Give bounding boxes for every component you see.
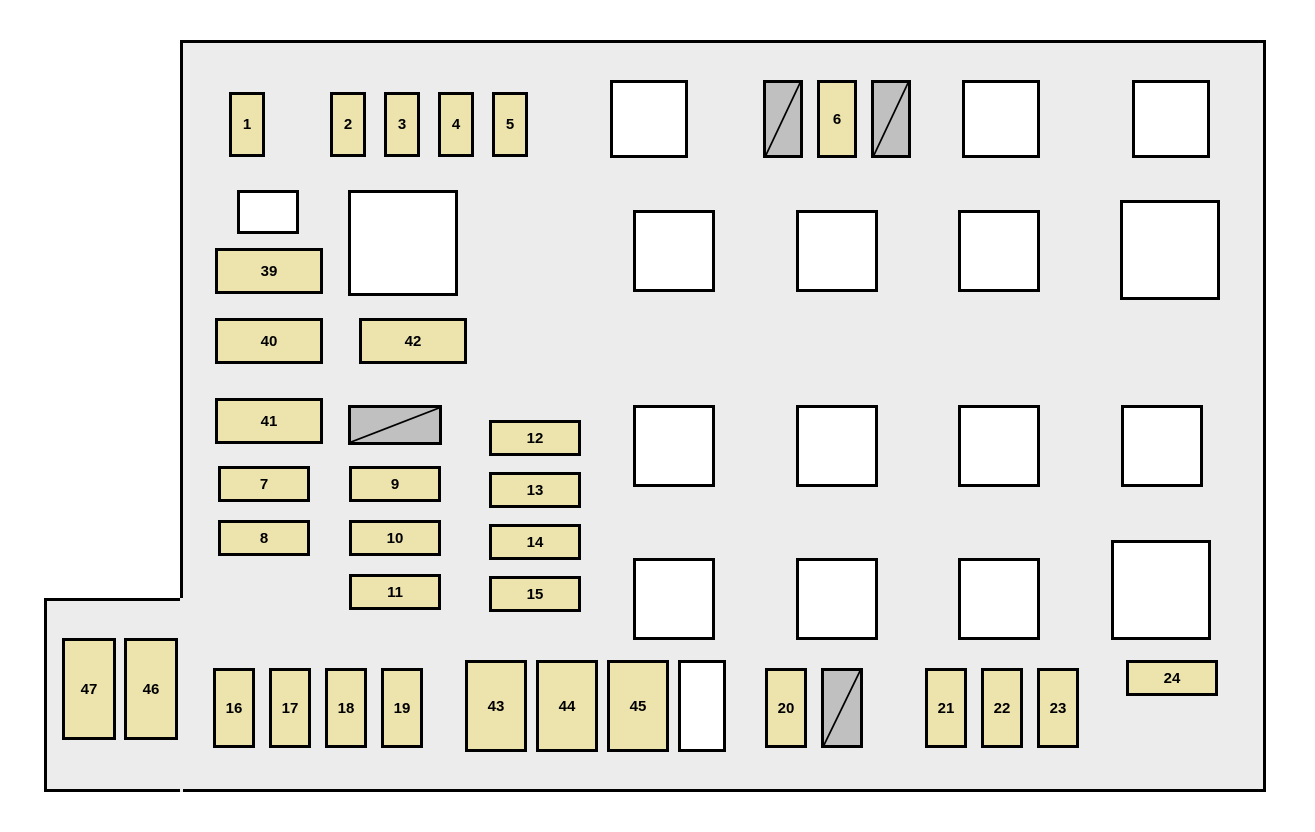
fuse-label: 7	[260, 476, 268, 493]
fuse-label: 14	[527, 534, 544, 551]
fuse-slot-23: 23	[1037, 668, 1079, 748]
relay-slot	[1120, 200, 1220, 300]
fuse-label: 21	[938, 700, 955, 717]
fuse-label: 12	[527, 430, 544, 447]
unused-slot	[821, 668, 863, 748]
relay-slot	[958, 558, 1040, 640]
fuse-label: 22	[994, 700, 1011, 717]
fuse-slot-45: 45	[607, 660, 669, 752]
fuse-slot-6: 6	[817, 80, 857, 158]
fuse-slot-10: 10	[349, 520, 441, 556]
relay-slot	[237, 190, 299, 234]
fuse-slot-7: 7	[218, 466, 310, 502]
fuse-label: 10	[387, 530, 404, 547]
relay-slot	[796, 405, 878, 487]
fuse-slot-1: 1	[229, 92, 265, 157]
relay-slot	[610, 80, 688, 158]
fuse-slot-44: 44	[536, 660, 598, 752]
fuse-label: 19	[394, 700, 411, 717]
fuse-label: 44	[559, 698, 576, 715]
fuse-label: 41	[261, 413, 278, 430]
slash-icon	[766, 83, 800, 155]
unused-slot	[871, 80, 911, 158]
fuse-label: 40	[261, 333, 278, 350]
fuse-slot-19: 19	[381, 668, 423, 748]
fuse-label: 39	[261, 263, 278, 280]
fuse-label: 4	[452, 116, 460, 133]
fuse-label: 1	[243, 116, 251, 133]
fuse-label: 24	[1164, 670, 1181, 687]
fuse-label: 2	[344, 116, 352, 133]
fuse-slot-16: 16	[213, 668, 255, 748]
fuse-slot-15: 15	[489, 576, 581, 612]
slash-icon	[874, 83, 908, 155]
relay-slot	[1132, 80, 1210, 158]
fuse-slot-14: 14	[489, 524, 581, 560]
fuse-slot-39: 39	[215, 248, 323, 294]
fuse-label: 43	[488, 698, 505, 715]
fuse-label: 13	[527, 482, 544, 499]
relay-slot	[1111, 540, 1211, 640]
fuse-slot-3: 3	[384, 92, 420, 157]
fuse-label: 5	[506, 116, 514, 133]
relay-slot	[633, 405, 715, 487]
relay-slot	[962, 80, 1040, 158]
fuse-slot-5: 5	[492, 92, 528, 157]
relay-slot	[796, 558, 878, 640]
fuse-slot-13: 13	[489, 472, 581, 508]
relay-slot	[1121, 405, 1203, 487]
fuse-slot-8: 8	[218, 520, 310, 556]
fuse-slot-46: 46	[124, 638, 178, 740]
fuse-slot-18: 18	[325, 668, 367, 748]
fuse-slot-47: 47	[62, 638, 116, 740]
fuse-label: 9	[391, 476, 399, 493]
fuse-label: 16	[226, 700, 243, 717]
fuse-label: 47	[81, 681, 98, 698]
unused-slot	[763, 80, 803, 158]
fuse-slot-4: 4	[438, 92, 474, 157]
fuse-slot-12: 12	[489, 420, 581, 456]
fuse-slot-22: 22	[981, 668, 1023, 748]
panel-segment	[180, 598, 183, 792]
fuse-label: 18	[338, 700, 355, 717]
fuse-label: 3	[398, 116, 406, 133]
relay-slot	[633, 210, 715, 292]
panel-segment	[180, 40, 183, 600]
fuse-slot-41: 41	[215, 398, 323, 444]
fuse-slot-2: 2	[330, 92, 366, 157]
fuse-slot-40: 40	[215, 318, 323, 364]
fuse-label: 42	[405, 333, 422, 350]
fuse-label: 15	[527, 586, 544, 603]
diagram-stage: 1234563940424178910111213141547461617181…	[0, 0, 1315, 832]
fuse-slot-17: 17	[269, 668, 311, 748]
fuse-label: 8	[260, 530, 268, 547]
relay-slot	[958, 210, 1040, 292]
slash-icon	[824, 671, 860, 745]
fuse-slot-24: 24	[1126, 660, 1218, 696]
relay-slot	[348, 190, 458, 296]
slash-icon	[351, 408, 439, 442]
fuse-label: 11	[387, 584, 403, 601]
relay-slot	[633, 558, 715, 640]
unused-slot	[348, 405, 442, 445]
fuse-slot-9: 9	[349, 466, 441, 502]
fuse-label: 23	[1050, 700, 1067, 717]
fuse-label: 6	[833, 111, 841, 128]
fuse-label: 45	[630, 698, 647, 715]
fuse-label: 46	[143, 681, 160, 698]
fuse-slot-20: 20	[765, 668, 807, 748]
fuse-slot-42: 42	[359, 318, 467, 364]
fuse-slot-11: 11	[349, 574, 441, 610]
relay-slot	[796, 210, 878, 292]
fuse-label: 20	[778, 700, 795, 717]
relay-slot	[678, 660, 726, 752]
relay-slot	[958, 405, 1040, 487]
fuse-slot-43: 43	[465, 660, 527, 752]
fuse-label: 17	[282, 700, 299, 717]
fuse-slot-21: 21	[925, 668, 967, 748]
